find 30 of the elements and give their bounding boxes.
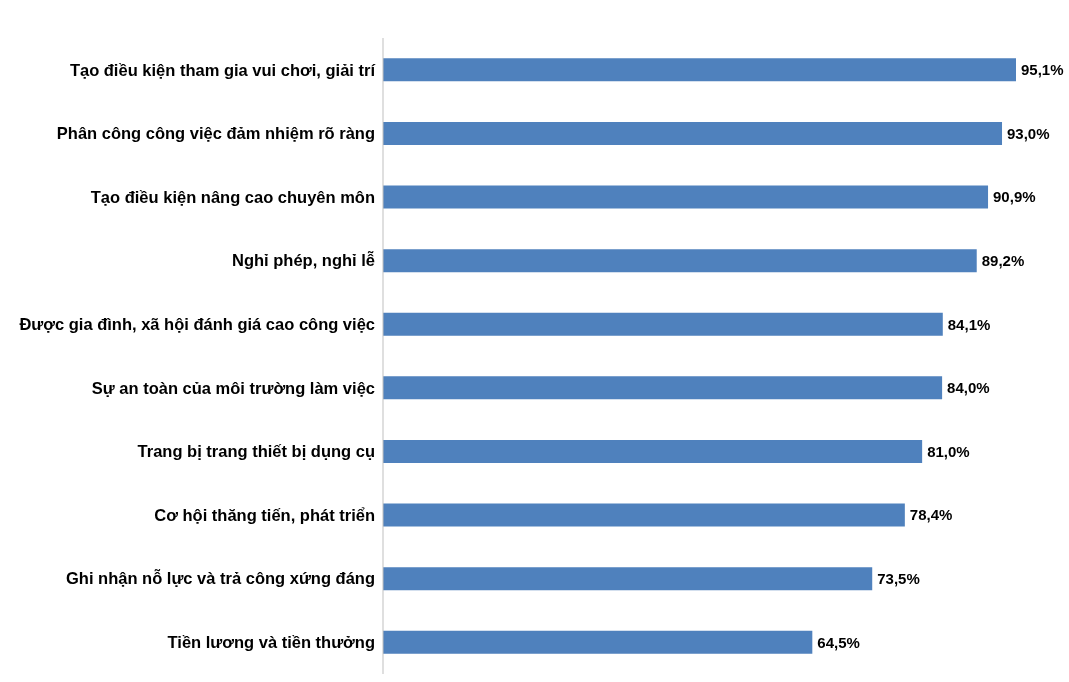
bar <box>383 376 943 400</box>
bar <box>383 439 923 463</box>
bar <box>383 630 813 654</box>
bar <box>383 185 989 209</box>
y-tick-label: Được gia đình, xã hội đánh giá cao công việc <box>19 315 375 334</box>
y-tick-label: Phân công công việc đảm nhiệm rõ ràng <box>56 124 375 143</box>
data-label: 95,1% <box>1021 61 1064 79</box>
data-label: 64,5% <box>817 633 860 651</box>
data-label: 81,0% <box>927 442 970 460</box>
data-label: 89,2% <box>981 251 1025 269</box>
data-label: 90,9% <box>993 188 1036 206</box>
data-label: 78,4% <box>909 506 953 524</box>
bar <box>383 312 943 336</box>
y-tick-label: Tiền lương và tiền thưởng <box>167 633 375 652</box>
bar <box>383 58 1016 82</box>
bar <box>383 567 873 591</box>
data-label: 93,0% <box>1007 124 1050 142</box>
data-label: 73,5% <box>877 569 920 587</box>
bar <box>383 249 977 273</box>
bar <box>383 503 905 527</box>
y-tick-label: Cơ hội thăng tiến, phát triển <box>154 505 375 524</box>
y-tick-label: Tạo điều kiện tham gia vui chơi, giải trí <box>69 60 377 79</box>
bar <box>383 121 1003 145</box>
y-tick-label: Trang bị trang thiết bị dụng cụ <box>137 442 375 461</box>
data-label: 84,0% <box>947 379 990 397</box>
data-label: 84,1% <box>947 315 991 333</box>
y-tick-label: Tạo điều kiện nâng cao chuyên môn <box>90 187 375 206</box>
y-tick-label: Ghi nhận nỗ lực và trả công xứng đáng <box>65 569 375 588</box>
y-tick-label: Nghỉ phép, nghỉ lễ <box>232 251 375 270</box>
y-tick-label: Sự an toàn của môi trường làm việc <box>91 378 375 397</box>
